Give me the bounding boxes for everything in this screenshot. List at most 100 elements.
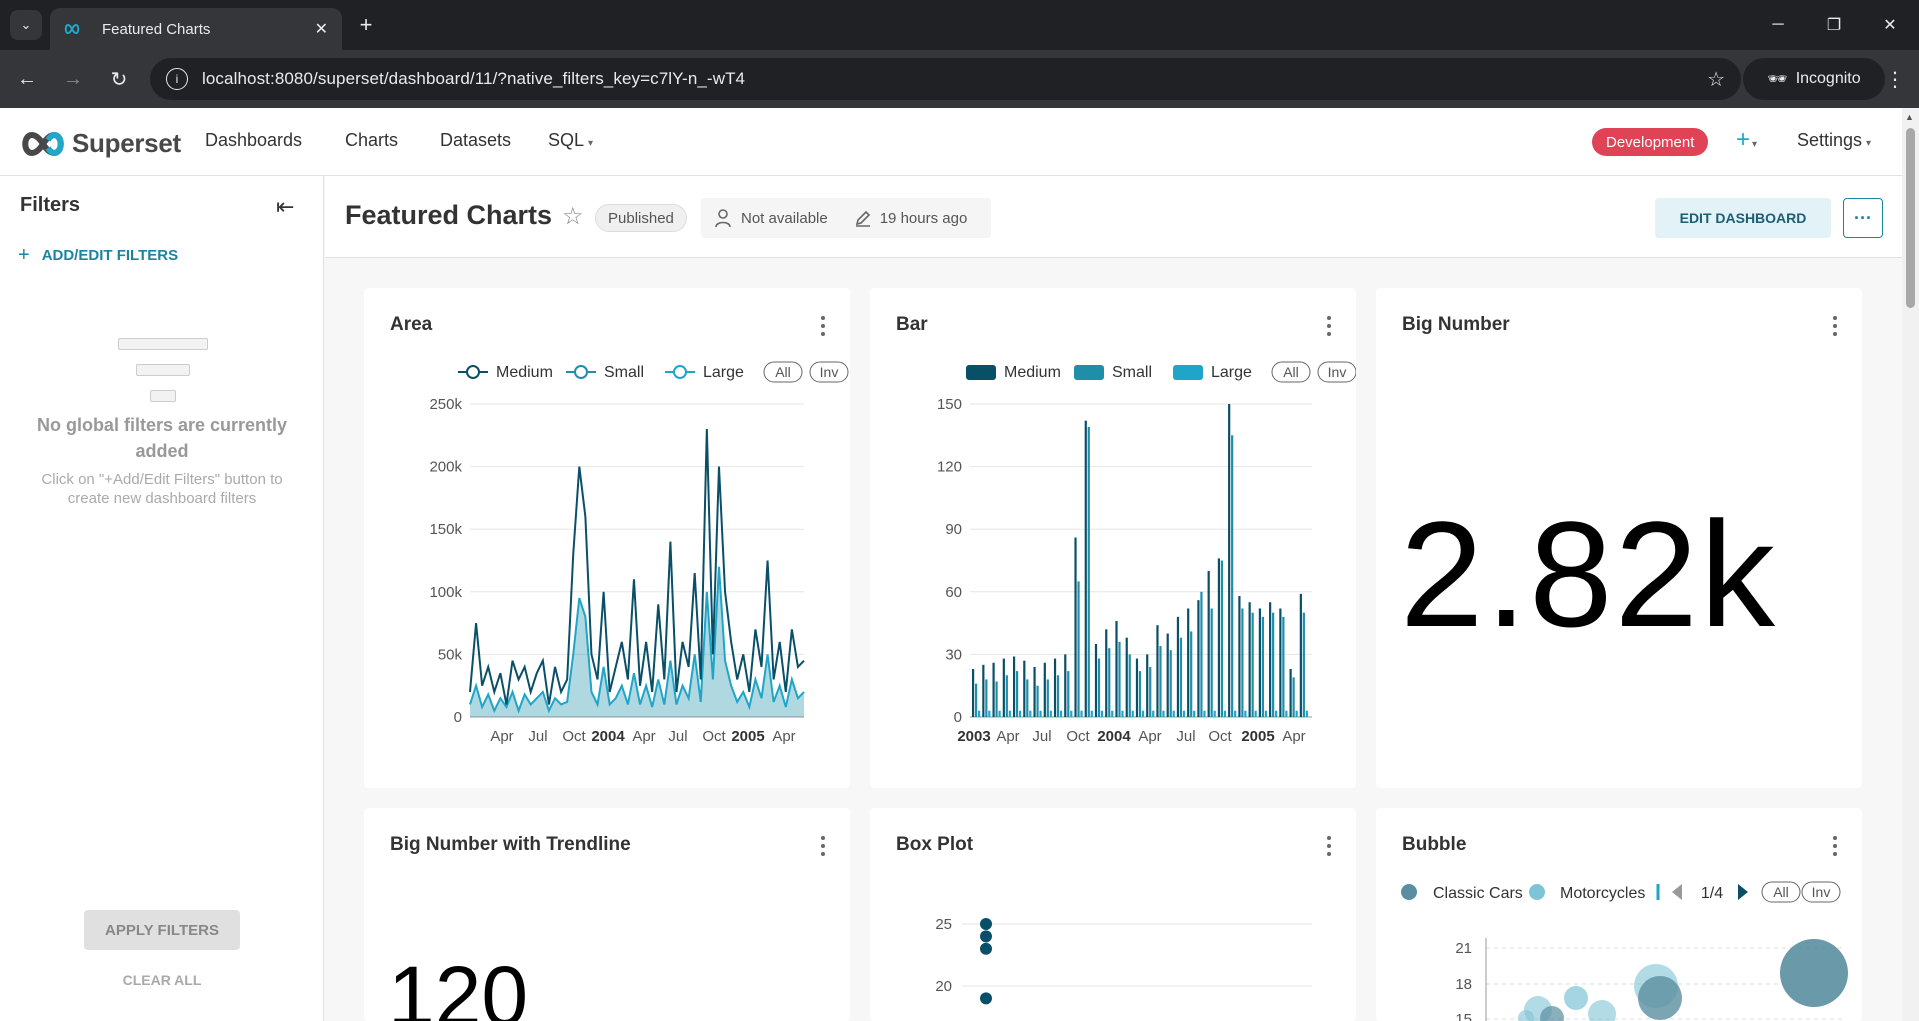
- chart-title: Big Number with Trendline: [390, 834, 631, 855]
- page-scrollbar[interactable]: ▲: [1902, 108, 1919, 1021]
- chart-menu-icon[interactable]: [1832, 836, 1838, 856]
- legend-pager: 1/4: [1701, 885, 1723, 902]
- chart-menu-icon[interactable]: [820, 316, 826, 336]
- bar-medium: [982, 664, 985, 717]
- bubble-point: [1638, 976, 1682, 1020]
- series-line-medium: [469, 429, 805, 705]
- close-window-icon[interactable]: ✕: [1883, 17, 1897, 34]
- collapse-sidebar-icon[interactable]: ⇤: [276, 194, 295, 219]
- published-badge[interactable]: Published: [595, 204, 687, 232]
- add-edit-filters-button[interactable]: + ADD/EDIT FILTERS: [18, 244, 178, 267]
- bookmark-star-icon[interactable]: ☆: [1707, 68, 1725, 91]
- bar-medium: [1279, 608, 1282, 717]
- x-tick-label: 2003: [957, 728, 990, 745]
- reload-icon[interactable]: ↻: [110, 68, 128, 91]
- y-tick-label: 0: [454, 709, 462, 726]
- bubble-point: [1780, 939, 1848, 1007]
- bar-large: [1039, 710, 1042, 717]
- bar-small: [975, 683, 978, 717]
- restore-icon[interactable]: ❐: [1826, 17, 1842, 34]
- favorite-star-icon[interactable]: ☆: [562, 203, 584, 230]
- x-tick-label: Jul: [1176, 728, 1195, 745]
- browser-menu-icon[interactable]: ⋮: [1885, 68, 1905, 91]
- bar-small: [1046, 679, 1049, 717]
- app-navbar: Superset Dashboards Charts Datasets SQL ▾…: [0, 108, 1902, 176]
- big-number-value: 2.82k: [1400, 490, 1777, 658]
- bar-medium: [1228, 404, 1231, 717]
- bar-medium: [1176, 616, 1180, 717]
- legend-label: Medium: [1004, 364, 1061, 381]
- bubble-chart: Classic Cars Motorcycles 1/4 All Inv 15 18 21: [1401, 881, 1848, 1021]
- address-bar[interactable]: i localhost:8080/superset/dashboard/11/?…: [150, 58, 1741, 100]
- chart-title: Box Plot: [896, 834, 974, 855]
- legend-control-label: All: [1283, 364, 1299, 380]
- y-tick-label: 15: [1455, 1011, 1472, 1021]
- chart-menu-icon[interactable]: [820, 836, 826, 856]
- add-new-button[interactable]: + ▾: [1736, 126, 1757, 154]
- x-tick-label: Apr: [772, 728, 795, 745]
- new-tab-icon[interactable]: +: [359, 12, 373, 37]
- bar-large: [1244, 710, 1247, 717]
- clear-all-button[interactable]: CLEAR ALL: [122, 972, 202, 988]
- bubble-point: [1518, 1010, 1534, 1021]
- bar-medium: [1002, 658, 1005, 717]
- menu-charts[interactable]: Charts: [345, 130, 399, 150]
- superset-logo[interactable]: Superset: [20, 128, 181, 159]
- dashboard-more-button[interactable]: ···: [1843, 198, 1883, 238]
- bar-large: [1141, 710, 1145, 717]
- back-icon[interactable]: ←: [17, 67, 37, 90]
- incognito-indicator[interactable]: 🕶 Incognito: [1743, 58, 1885, 100]
- bar-small: [1200, 591, 1203, 717]
- bar-large: [1029, 710, 1032, 717]
- menu-sql[interactable]: SQL ▾: [548, 130, 593, 151]
- bar-large: [1234, 710, 1237, 717]
- x-tick-label: Apr: [1282, 728, 1305, 745]
- edit-dashboard-button[interactable]: EDIT DASHBOARD: [1655, 198, 1831, 238]
- dashboard-title[interactable]: Featured Charts: [345, 200, 553, 230]
- pencil-icon: [855, 210, 870, 227]
- legend-control-label: Inv: [820, 364, 839, 380]
- forward-icon[interactable]: →: [63, 67, 83, 90]
- legend-label: Motorcycles: [1560, 885, 1645, 902]
- y-tick-label: 20: [935, 978, 952, 995]
- menu-dashboards[interactable]: Dashboards: [205, 130, 303, 150]
- y-tick-label: 150k: [429, 521, 462, 538]
- y-tick-label: 30: [945, 646, 962, 663]
- bar-medium: [1115, 621, 1118, 717]
- bar-medium: [1258, 608, 1261, 717]
- bar-small: [1138, 671, 1142, 717]
- bar-medium: [1012, 656, 1016, 717]
- caret-down-icon: ▾: [588, 138, 594, 149]
- chart-menu-icon[interactable]: [1326, 316, 1332, 336]
- bar-large: [1008, 710, 1011, 717]
- legend-label: Large: [703, 364, 744, 381]
- empty-filters-description: Click on "+Add/Edit Filters" button to c…: [41, 471, 283, 507]
- bar-medium: [1135, 658, 1139, 717]
- minimize-icon[interactable]: ─: [1772, 16, 1784, 33]
- menu-datasets[interactable]: Datasets: [440, 130, 512, 150]
- bar-small: [1056, 675, 1060, 717]
- scrollbar-thumb[interactable]: [1906, 128, 1915, 308]
- chart-menu-icon[interactable]: [1832, 316, 1838, 336]
- area-chart-card: Area Medium Small Large All Inv 0 50k 100k 150k 2…: [364, 288, 850, 788]
- area-chart: Medium Small Large All Inv 0 50k 100k 150k 200k 25…: [429, 361, 849, 745]
- bar-medium: [1238, 595, 1241, 717]
- chart-menu-icon[interactable]: [1326, 836, 1332, 856]
- tab-close-icon[interactable]: ✕: [314, 21, 328, 38]
- apply-filters-button[interactable]: APPLY FILTERS: [84, 910, 240, 950]
- bar-small: [1261, 616, 1264, 717]
- scroll-up-icon[interactable]: ▲: [1905, 112, 1914, 122]
- bar-small: [1108, 648, 1111, 717]
- bar-medium: [1094, 643, 1098, 717]
- site-info-icon[interactable]: i: [166, 68, 188, 90]
- y-tick-label: 0: [954, 709, 962, 726]
- settings-menu[interactable]: Settings ▾: [1797, 130, 1871, 151]
- filters-sidebar: Filters ⇤ + ADD/EDIT FILTERS No global f…: [0, 176, 324, 1021]
- bar-large: [1203, 710, 1206, 717]
- bar-medium: [1084, 420, 1087, 717]
- tab-search-button[interactable]: ⌄: [10, 10, 42, 40]
- browser-tab[interactable]: Featured Charts ✕: [50, 8, 342, 50]
- chart-title: Area: [390, 314, 433, 335]
- legend-label: Classic Cars: [1433, 885, 1523, 902]
- bar-small: [1015, 671, 1019, 717]
